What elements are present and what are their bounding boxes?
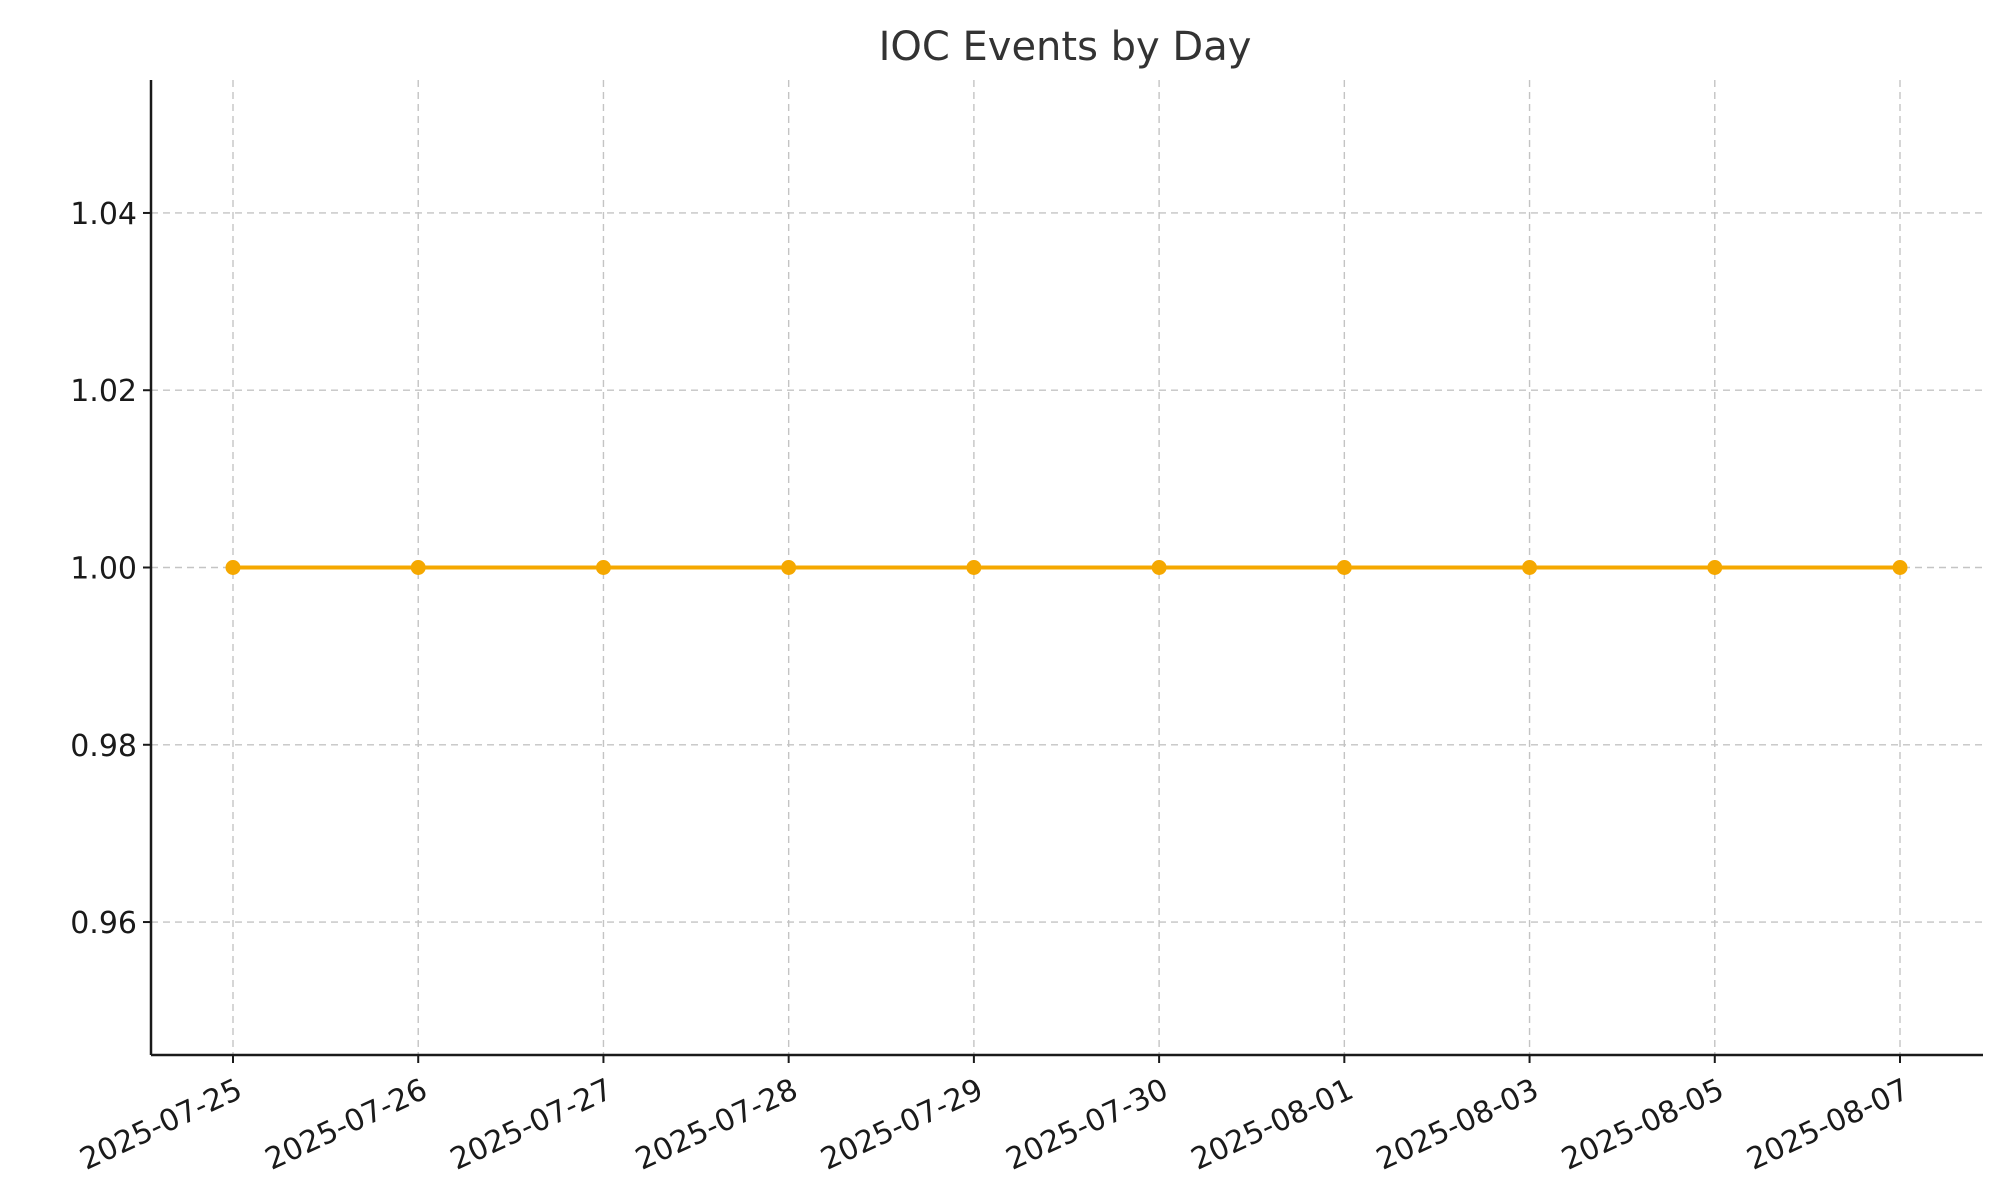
y-tick-label: 1.00 (70, 552, 137, 587)
y-tick-label: 0.98 (70, 729, 137, 764)
x-tick-label: 2025-07-29 (816, 1072, 989, 1177)
data-point (595, 560, 611, 575)
series (225, 560, 1908, 575)
data-point (1522, 560, 1538, 575)
data-point (966, 560, 982, 575)
x-tick-label: 2025-07-26 (260, 1072, 433, 1177)
y-tick-label: 1.04 (70, 197, 137, 232)
x-tick-label: 2025-08-07 (1742, 1072, 1915, 1177)
data-point (225, 560, 241, 575)
data-point (1336, 560, 1352, 575)
x-tick-label: 2025-07-25 (75, 1072, 248, 1177)
data-point (781, 560, 797, 575)
x-tick-label: 2025-07-30 (1001, 1072, 1174, 1177)
data-point (410, 560, 426, 575)
x-tick-label: 2025-07-28 (630, 1072, 803, 1177)
data-point (1707, 560, 1723, 575)
x-tick-label: 2025-08-03 (1371, 1072, 1544, 1177)
data-point (1151, 560, 1167, 575)
ticks: 2025-07-25 2025-07-26 2025-07-27 2025-07-28… (70, 197, 1914, 1178)
x-tick-label: 2025-07-27 (445, 1072, 618, 1177)
y-tick-label: 1.02 (70, 374, 137, 409)
x-tick-label: 2025-08-01 (1186, 1072, 1359, 1177)
y-tick-label: 0.96 (70, 906, 137, 941)
x-tick-label: 2025-08-05 (1556, 1072, 1729, 1177)
data-point (1892, 560, 1908, 575)
chart-title: IOC Events by Day (879, 24, 1252, 70)
